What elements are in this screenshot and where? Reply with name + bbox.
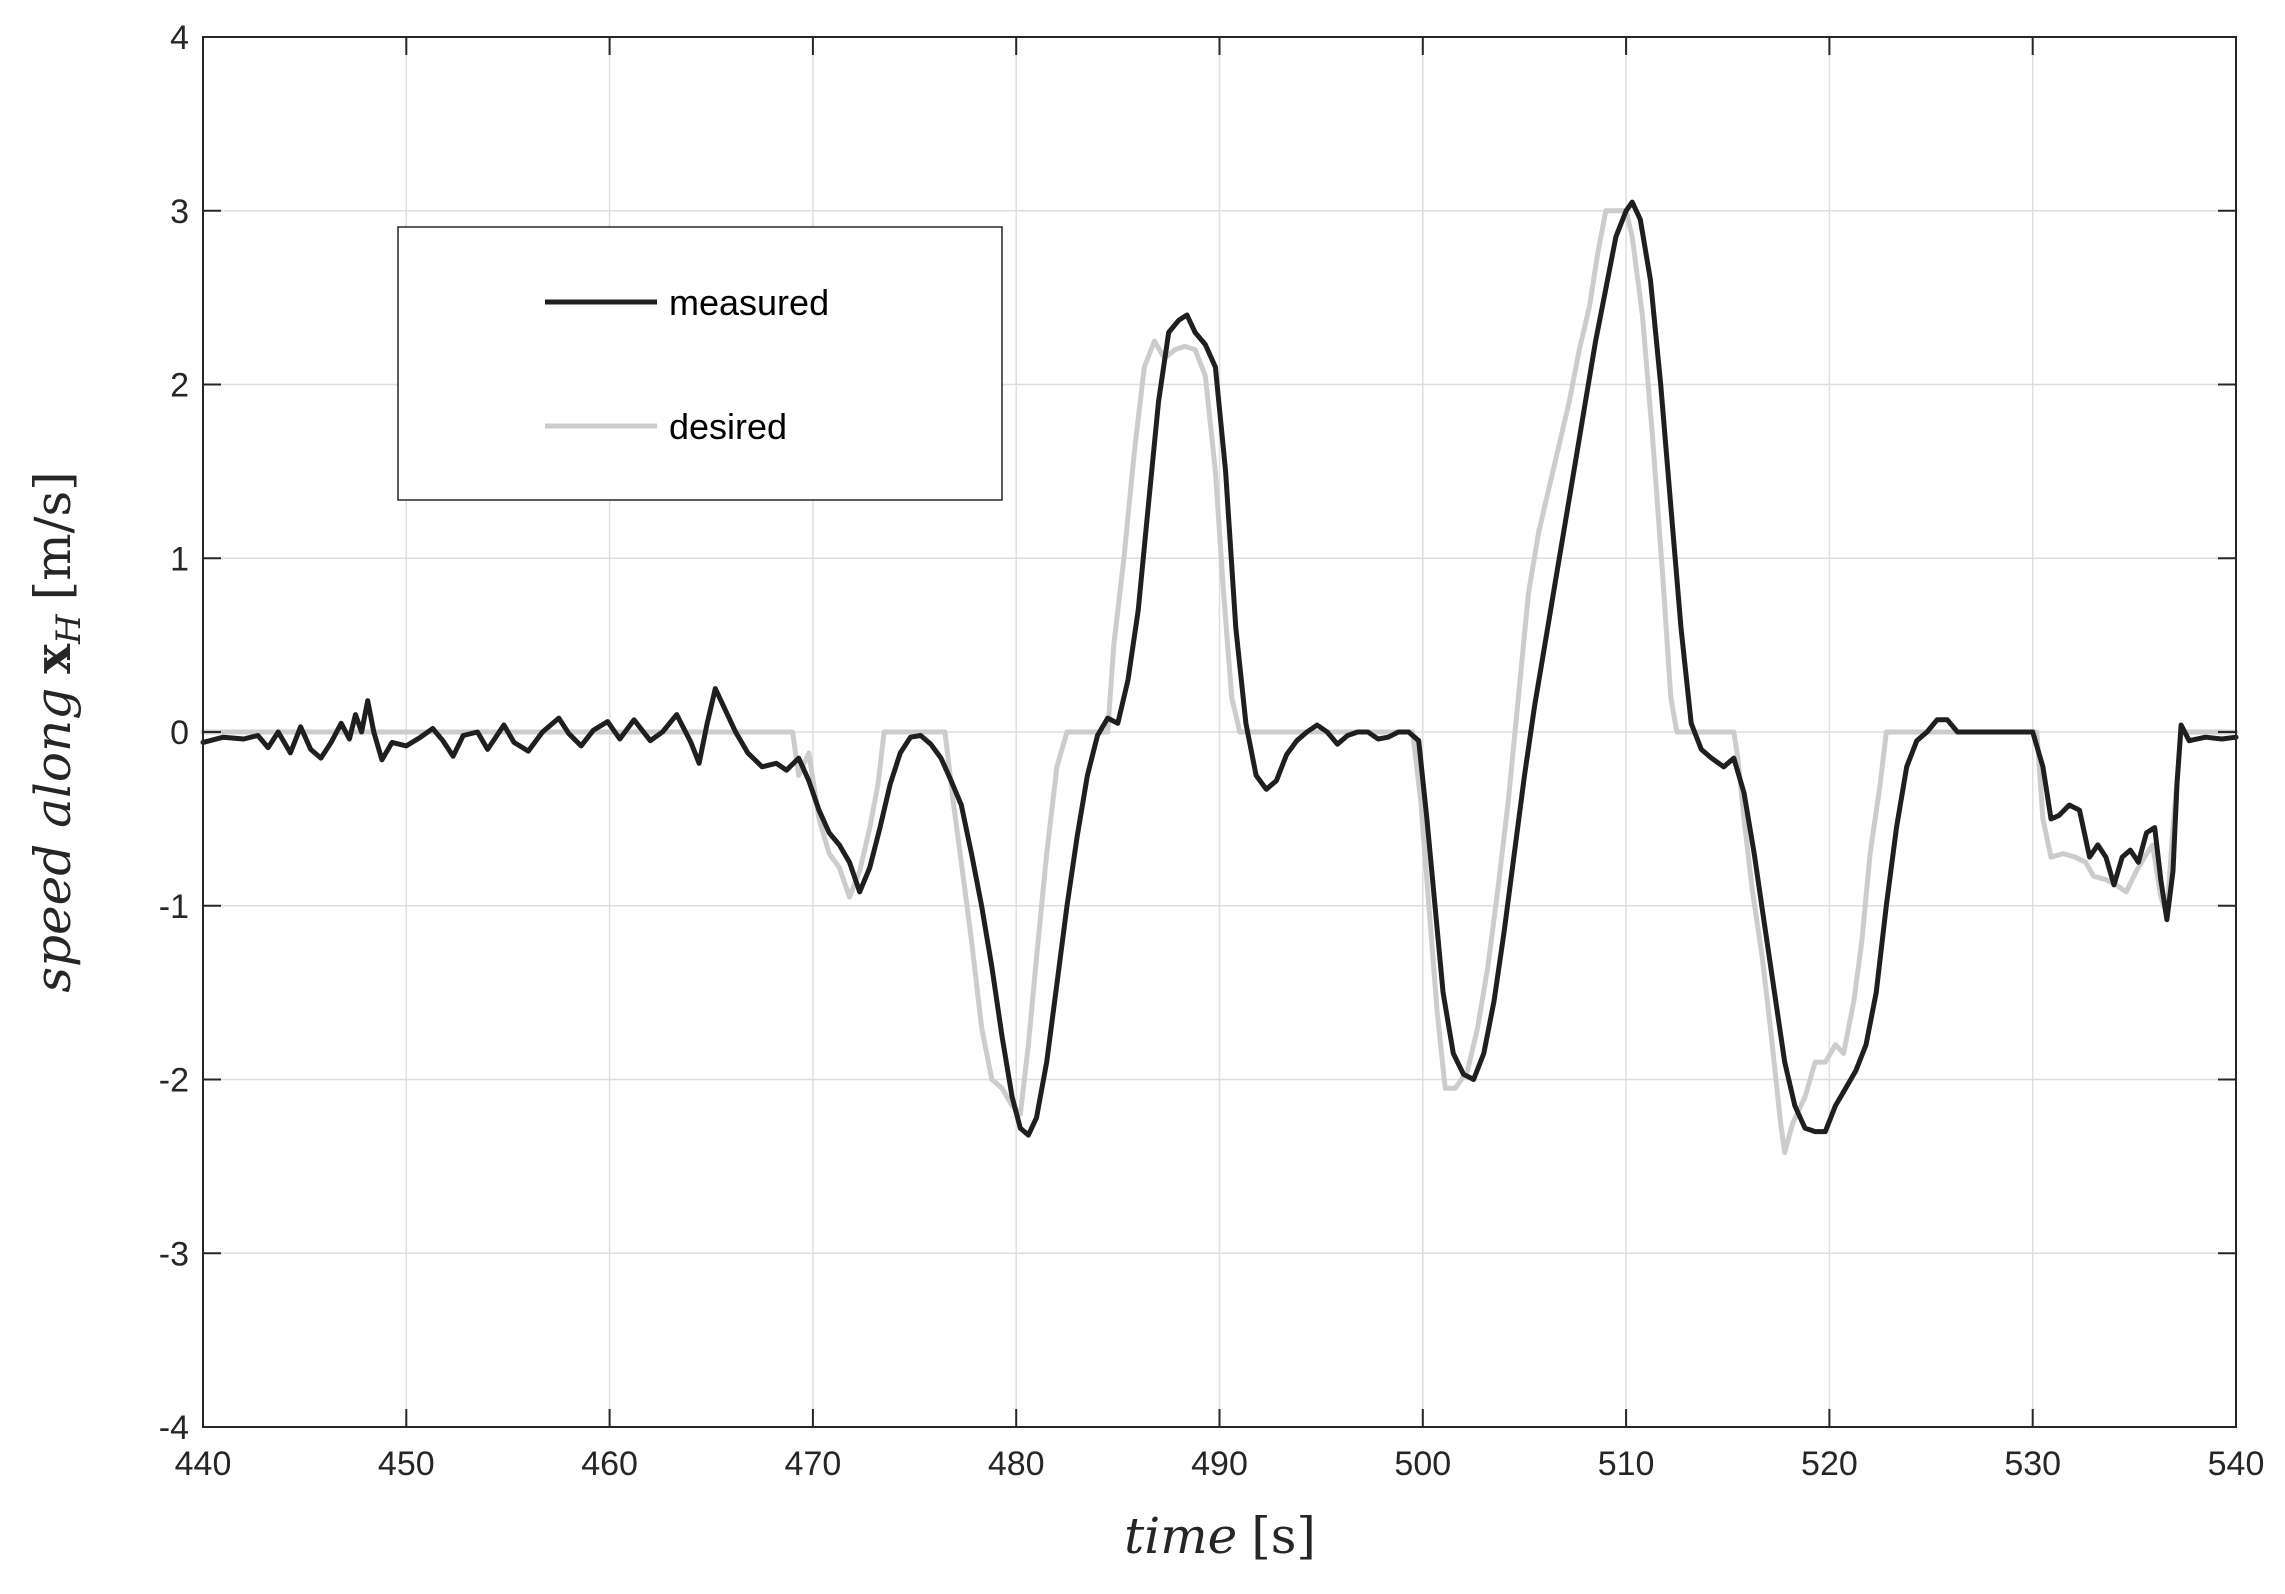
y-axis-label-symbol: x [23,643,82,674]
y-axis-label-subscript: H [49,613,89,645]
x-tick-label: 510 [1598,1445,1655,1483]
x-tick-label: 460 [581,1445,638,1483]
x-tick-label: 440 [175,1445,232,1483]
x-tick-label: 480 [988,1445,1045,1483]
y-tick-label: -2 [159,1062,189,1100]
y-tick-label: 1 [170,540,189,578]
legend: measured desired [397,226,1003,501]
y-tick-label: 4 [170,19,189,57]
y-tick-label: 2 [170,367,189,405]
x-tick-label: 490 [1191,1445,1248,1483]
x-axis-label-unit: [s] [1251,1507,1316,1565]
series-line-measured [200,199,2239,1138]
x-tick-label: 540 [2208,1445,2265,1483]
legend-label-measured: measured [669,282,829,323]
x-axis-label-quantity: time [1124,1507,1237,1565]
x-tick-label: 500 [1394,1445,1451,1483]
ticks: 440 450 460 470 480 490 500 510 520 530 540 -4 -3 -2 -… [159,19,2265,1483]
legend-label-desired: desired [669,406,787,447]
x-tick-label: 470 [785,1445,842,1483]
y-tick-label: -3 [159,1235,189,1273]
legend-box [397,226,1003,501]
x-tick-label: 450 [378,1445,435,1483]
y-axis-label-quantity: speed along [24,688,82,993]
y-tick-label: -4 [159,1409,189,1447]
x-axis-label: time [s] [1124,1507,1316,1565]
x-tick-label: 520 [1801,1445,1858,1483]
x-tick-label: 530 [2004,1445,2061,1483]
y-tick-label: 3 [170,193,189,231]
y-tick-label: -1 [159,888,189,926]
y-axis-label: speed along xH [m/s] [23,471,89,992]
y-axis-label-unit: [m/s] [24,471,82,600]
series-layer [200,199,2239,1155]
y-tick-label: 0 [170,714,189,752]
